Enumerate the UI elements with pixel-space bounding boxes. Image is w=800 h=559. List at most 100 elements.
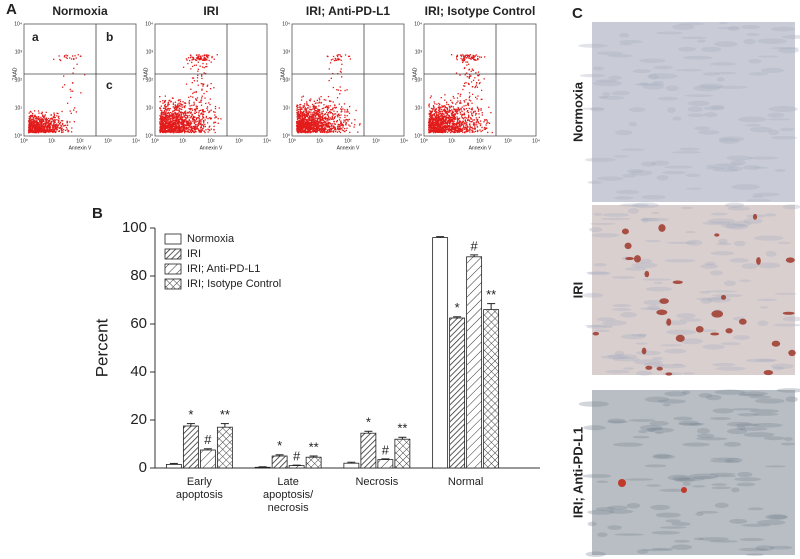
- flow-dot: [198, 54, 200, 56]
- flow-dot: [184, 121, 186, 123]
- flow-dot: [428, 122, 431, 124]
- flow-dot: [475, 117, 477, 119]
- flow-dot: [477, 107, 479, 109]
- flow-dot: [50, 120, 53, 123]
- flow-dot: [173, 116, 176, 119]
- flow-dot: [198, 101, 200, 103]
- flow-dot: [462, 113, 464, 116]
- flow-dot: [299, 126, 301, 128]
- flow-dot: [204, 58, 207, 60]
- flow-dot: [328, 106, 330, 109]
- flow-dot: [53, 129, 56, 132]
- flow-dot: [465, 57, 468, 59]
- flow-dot: [191, 108, 193, 110]
- flow-dot: [321, 124, 323, 126]
- flow-dot: [306, 113, 308, 115]
- flow-dot: [429, 125, 431, 127]
- flow-dot: [169, 111, 172, 114]
- flow-dot: [43, 128, 46, 130]
- flow-dot: [52, 124, 55, 127]
- flow-dot: [203, 126, 205, 128]
- flow-dot: [474, 126, 476, 128]
- flow-dot: [33, 118, 35, 121]
- flow-title: IRI; Isotype Control: [425, 4, 536, 18]
- flow-dot: [177, 106, 180, 108]
- flow-dot: [463, 59, 465, 62]
- flow-dot: [204, 131, 206, 134]
- tissue-texture: [737, 471, 753, 478]
- flow-dot: [473, 128, 475, 130]
- flow-dots: [159, 54, 222, 134]
- tissue-texture: [717, 26, 741, 30]
- flow-dot: [453, 108, 455, 111]
- flow-dot: [485, 119, 488, 121]
- flow-dot: [333, 127, 335, 129]
- quadrant-label: c: [106, 78, 113, 92]
- flow-dot: [324, 125, 326, 127]
- flow-dot: [45, 111, 47, 114]
- flow-dot: [34, 127, 37, 129]
- flow-dot: [310, 109, 312, 111]
- flow-dot: [185, 58, 188, 60]
- tissue-texture: [776, 388, 800, 393]
- tissue-texture: [665, 329, 697, 335]
- flow-dot: [316, 129, 318, 131]
- flow-dot: [336, 97, 339, 99]
- flow-y-tick: 10¹: [415, 105, 423, 111]
- flow-dot: [326, 131, 329, 133]
- tissue-texture: [584, 157, 616, 162]
- tissue-texture: [734, 477, 762, 482]
- flow-dot: [478, 82, 481, 85]
- flow-dot: [190, 55, 192, 57]
- flow-dot: [31, 115, 33, 118]
- flow-dot: [327, 131, 329, 133]
- flow-dot: [433, 117, 435, 119]
- tissue-texture: [707, 218, 736, 224]
- flow-dot: [179, 99, 181, 101]
- flow-dot: [303, 126, 305, 129]
- flow-dot: [298, 131, 300, 134]
- flow-dot: [440, 111, 442, 113]
- flow-dot: [309, 131, 311, 134]
- flow-dot: [193, 127, 195, 130]
- flow-dot: [321, 113, 324, 115]
- flow-dot: [52, 127, 54, 129]
- flow-dot: [332, 58, 334, 60]
- flow-dot: [318, 102, 320, 104]
- flow-dot: [196, 97, 199, 99]
- tissue-texture: [657, 399, 687, 404]
- flow-dot: [48, 119, 51, 122]
- flow-dot: [165, 124, 168, 127]
- flow-dot: [173, 127, 176, 129]
- flow-dot: [296, 125, 298, 127]
- flow-dot: [319, 125, 322, 127]
- flow-dot: [76, 63, 78, 65]
- flow-dot: [329, 117, 332, 119]
- flow-dot: [186, 127, 189, 129]
- flow-dot: [310, 122, 312, 124]
- flow-dot: [472, 127, 474, 130]
- flow-dot: [59, 123, 61, 125]
- flow-dot: [465, 128, 467, 130]
- flow-dot: [36, 119, 38, 122]
- flow-dot: [28, 126, 30, 128]
- flow-dot: [431, 122, 433, 124]
- flow-dot: [447, 128, 449, 131]
- flow-dot: [317, 129, 319, 132]
- tissue-texture: [645, 286, 673, 292]
- tissue-texture: [592, 66, 605, 71]
- flow-dot: [306, 118, 308, 121]
- flow-dot: [163, 101, 166, 104]
- flow-dot: [319, 128, 322, 130]
- flow-dot: [429, 110, 432, 113]
- flow-dot: [168, 109, 170, 111]
- flow-dot: [322, 107, 325, 109]
- flow-dot: [459, 130, 461, 132]
- tissue-texture: [753, 412, 779, 416]
- stain: [618, 479, 626, 487]
- flow-dot: [327, 124, 329, 126]
- flow-dot: [310, 115, 312, 118]
- flow-dot: [437, 124, 440, 126]
- flow-dot: [195, 117, 198, 120]
- flow-dot: [466, 125, 468, 127]
